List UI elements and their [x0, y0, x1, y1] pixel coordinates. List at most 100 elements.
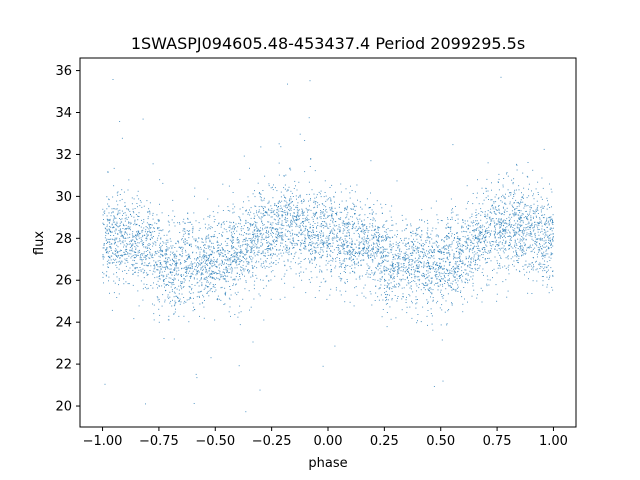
scatter-point — [371, 209, 373, 211]
scatter-point — [370, 192, 371, 194]
scatter-point — [495, 239, 497, 241]
scatter-point — [146, 265, 148, 267]
scatter-point — [119, 239, 121, 241]
scatter-point — [268, 236, 270, 238]
scatter-point — [473, 229, 475, 231]
scatter-point — [383, 224, 385, 226]
scatter-point — [334, 207, 336, 209]
scatter-point — [314, 203, 316, 205]
scatter-point — [345, 188, 347, 190]
scatter-point — [277, 231, 279, 233]
scatter-point — [405, 246, 407, 247]
scatter-point — [350, 260, 352, 262]
scatter-point — [453, 271, 455, 273]
scatter-point — [469, 249, 471, 250]
scatter-point — [397, 258, 399, 260]
scatter-point — [221, 286, 223, 288]
scatter-point — [259, 193, 261, 195]
scatter-point — [513, 194, 514, 195]
scatter-point — [491, 212, 493, 214]
scatter-point — [323, 215, 325, 217]
scatter-point — [332, 227, 334, 229]
scatter-point — [417, 279, 419, 281]
scatter-point — [504, 233, 506, 235]
scatter-point — [283, 260, 285, 262]
scatter-point — [367, 254, 369, 256]
scatter-point — [407, 243, 409, 245]
scatter-point — [382, 240, 384, 242]
scatter-point — [389, 294, 390, 296]
scatter-point — [326, 298, 328, 300]
scatter-point — [325, 280, 327, 282]
scatter-point — [308, 279, 310, 281]
scatter-point — [424, 285, 426, 286]
scatter-point — [327, 246, 329, 248]
scatter-point — [251, 261, 253, 263]
scatter-point — [102, 276, 104, 278]
scatter-point — [298, 209, 300, 211]
scatter-point — [277, 202, 279, 204]
scatter-point — [373, 256, 375, 258]
scatter-point — [452, 283, 453, 285]
scatter-point — [374, 252, 376, 254]
scatter-point — [183, 302, 185, 304]
scatter-point — [466, 242, 468, 244]
scatter-point — [405, 269, 407, 271]
scatter-point — [514, 224, 516, 226]
scatter-point — [250, 247, 252, 249]
scatter-point — [297, 207, 299, 209]
scatter-point — [543, 240, 545, 242]
scatter-point — [391, 205, 393, 207]
scatter-point — [143, 277, 145, 279]
scatter-point — [535, 224, 537, 226]
scatter-point — [324, 180, 326, 182]
scatter-point — [249, 252, 251, 253]
scatter-point — [382, 299, 384, 301]
scatter-point — [226, 256, 227, 257]
scatter-point — [491, 218, 493, 220]
scatter-point — [402, 242, 404, 244]
scatter-point — [531, 222, 533, 224]
scatter-point — [292, 217, 294, 219]
scatter-point — [193, 277, 195, 279]
scatter-point — [465, 269, 467, 271]
scatter-point — [267, 202, 269, 204]
scatter-point — [397, 244, 399, 246]
scatter-point — [276, 249, 278, 251]
scatter-point — [524, 274, 525, 276]
scatter-point — [235, 251, 237, 253]
scatter-point — [194, 258, 196, 260]
scatter-point — [170, 300, 172, 302]
scatter-point — [522, 194, 524, 196]
scatter-point — [476, 297, 478, 299]
scatter-point — [171, 279, 173, 280]
scatter-point — [356, 217, 358, 219]
scatter-point — [389, 240, 391, 242]
scatter-point — [163, 279, 165, 281]
scatter-point — [102, 247, 104, 249]
scatter-point — [117, 233, 119, 235]
scatter-point — [324, 210, 326, 212]
scatter-point — [181, 268, 182, 270]
scatter-point — [298, 181, 300, 183]
scatter-point — [424, 253, 426, 255]
scatter-point — [343, 243, 345, 245]
scatter-point — [135, 237, 137, 239]
scatter-point — [415, 283, 417, 285]
scatter-point — [276, 255, 278, 257]
scatter-point — [321, 211, 323, 213]
scatter-point — [125, 224, 127, 226]
scatter-point — [451, 249, 453, 251]
scatter-point — [363, 219, 365, 221]
scatter-point — [545, 253, 547, 255]
scatter-point — [165, 257, 167, 259]
scatter-point — [437, 251, 439, 252]
scatter-point — [550, 244, 552, 246]
scatter-point — [460, 261, 462, 262]
scatter-point — [280, 252, 282, 254]
scatter-point — [119, 225, 121, 227]
scatter-point — [473, 243, 475, 245]
scatter-point — [159, 270, 161, 272]
scatter-point — [408, 283, 410, 285]
scatter-point — [423, 267, 425, 269]
